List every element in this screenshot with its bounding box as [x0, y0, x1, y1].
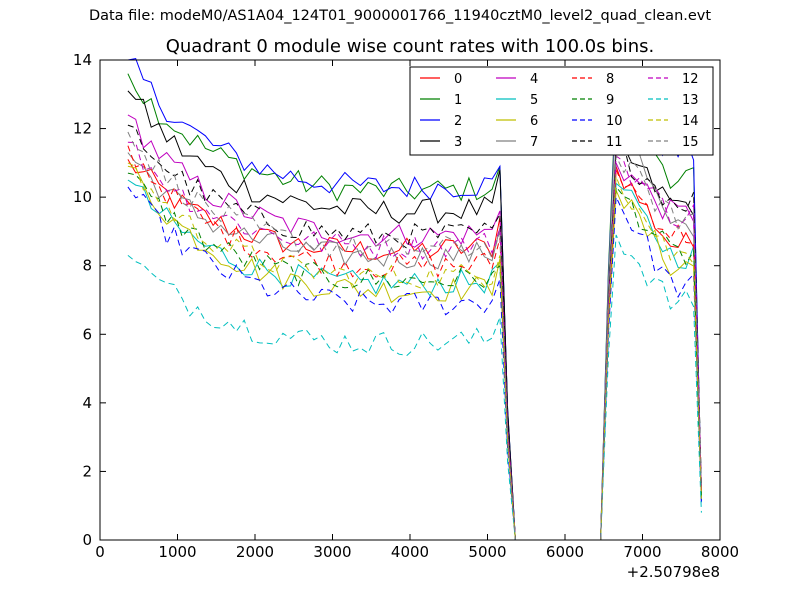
legend-label-11: 11	[606, 135, 623, 150]
x-tick-label: 7000	[623, 543, 661, 561]
series-lines-layer	[127, 58, 702, 541]
y-tick-label: 2	[82, 462, 92, 480]
legend-label-6: 6	[530, 114, 538, 129]
x-tick-label: 5000	[468, 543, 506, 561]
legend-label-10: 10	[606, 114, 623, 129]
y-tick-label: 10	[73, 188, 92, 206]
series-line-0	[127, 159, 702, 541]
legend-box	[409, 66, 714, 156]
legend-label-12: 12	[682, 72, 699, 87]
series-line-15	[127, 131, 702, 541]
x-tick-label: 0	[95, 543, 105, 561]
legend-label-0: 0	[454, 72, 462, 87]
x-offset-label: +2.50798e8	[627, 563, 720, 581]
chart-title: Quadrant 0 module wise count rates with …	[165, 36, 655, 57]
figure-suptitle: Data file: modeM0/AS1A04_124T01_90000017…	[88, 8, 712, 24]
legend-label-7: 7	[530, 135, 538, 150]
series-line-9	[127, 172, 702, 541]
series-line-7	[127, 107, 702, 541]
series-line-10	[127, 186, 702, 541]
x-tick-label: 3000	[313, 543, 351, 561]
series-line-6	[127, 165, 702, 541]
legend-label-4: 4	[530, 72, 538, 87]
legend-label-8: 8	[606, 72, 614, 87]
series-line-5	[127, 179, 702, 541]
legend-label-14: 14	[682, 114, 699, 129]
series-line-8	[127, 145, 702, 541]
x-tick-label: 1000	[158, 543, 196, 561]
x-tick-label: 8000	[701, 543, 739, 561]
series-line-14	[127, 162, 702, 541]
y-tick-label: 4	[82, 394, 92, 412]
legend-label-9: 9	[606, 93, 614, 108]
x-tick-label: 6000	[546, 543, 584, 561]
y-tick-label: 0	[82, 531, 92, 549]
legend-label-5: 5	[530, 93, 538, 108]
y-tick-label: 8	[82, 257, 92, 275]
y-tick-label: 12	[73, 120, 92, 138]
series-line-13	[127, 234, 702, 541]
legend-label-2: 2	[454, 114, 462, 129]
legend-label-13: 13	[682, 93, 699, 108]
legend-label-3: 3	[454, 135, 462, 150]
y-tick-label: 14	[73, 51, 92, 69]
axes-layer: 0 1000 2000 3000 4000 5000 6000 7000 80000246810…	[73, 51, 739, 581]
legend-label-1: 1	[454, 93, 462, 108]
legend-label-15: 15	[682, 135, 699, 150]
x-tick-label: 4000	[391, 543, 429, 561]
x-tick-label: 2000	[236, 543, 274, 561]
y-tick-label: 6	[82, 325, 92, 343]
